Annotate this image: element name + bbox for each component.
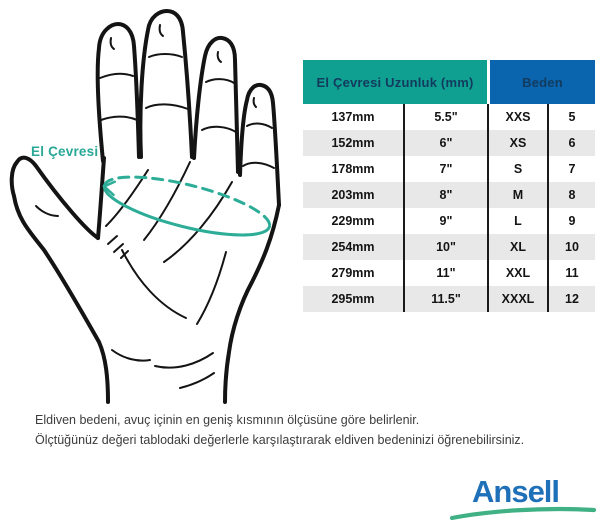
- cell-mm: 152mm: [303, 130, 405, 156]
- cell-size: XXXL: [489, 286, 549, 312]
- note-line-1: Eldiven bedeni, avuç içinin en geniş kıs…: [35, 413, 420, 427]
- cell-num: 11: [565, 266, 579, 280]
- cell-inch: 10": [405, 234, 489, 260]
- table-row: 229mm 9" L 9: [303, 208, 595, 234]
- measurement-ellipse: [102, 175, 272, 237]
- table-body: 137mm 5.5" XXS 5 152mm 6" XS 6 178mm 7" …: [303, 104, 595, 312]
- cell-size: XXS: [489, 104, 549, 130]
- cell-num: 7: [568, 162, 576, 176]
- cell-num: 9: [568, 214, 576, 228]
- cell-mm: 203mm: [303, 182, 405, 208]
- cell-num: 8: [568, 188, 576, 202]
- header-cell-circumference: El Çevresi Uzunluk (mm): [303, 60, 487, 104]
- notes: Eldiven bedeni, avuç içinin en geniş kıs…: [35, 411, 575, 450]
- cell-inch: 11.5": [405, 286, 489, 312]
- table-header-row: El Çevresi Uzunluk (mm) Beden: [303, 60, 595, 104]
- cell-size: XL: [489, 234, 549, 260]
- cell-mm: 295mm: [303, 286, 405, 312]
- hand-line-art: [9, 9, 281, 404]
- ansell-logo-swoosh: [449, 506, 597, 521]
- table-row: 178mm 7" S 7: [303, 156, 595, 182]
- cell-num: 10: [565, 240, 579, 254]
- note-line-2: Ölçtüğünüz değeri tablodaki değerlerle k…: [35, 432, 525, 447]
- cell-num: 12: [565, 292, 579, 306]
- cell-inch: 11": [405, 260, 489, 286]
- cell-mm: 137mm: [303, 104, 405, 130]
- cell-inch: 6": [405, 130, 489, 156]
- table-row: 254mm 10" XL 10: [303, 234, 595, 260]
- size-table: El Çevresi Uzunluk (mm) Beden 137mm 5.5"…: [303, 60, 595, 312]
- table-row: 203mm 8" M 8: [303, 182, 595, 208]
- table-row: 279mm 11" XXL 11: [303, 260, 595, 286]
- cell-inch: 5.5": [405, 104, 489, 130]
- cell-inch: 9": [405, 208, 489, 234]
- cell-mm: 229mm: [303, 208, 405, 234]
- ansell-logo: Ansell: [448, 472, 598, 522]
- cell-mm: 178mm: [303, 156, 405, 182]
- cell-size: M: [489, 182, 549, 208]
- hand-circumference-label: El Çevresi: [31, 144, 99, 159]
- cell-mm: 279mm: [303, 260, 405, 286]
- header-cell-size: Beden: [490, 60, 595, 104]
- header-gap: [487, 60, 490, 104]
- cell-size: L: [489, 208, 549, 234]
- table-row: 152mm 6" XS 6: [303, 130, 595, 156]
- cell-mm: 254mm: [303, 234, 405, 260]
- cell-size: XS: [489, 130, 549, 156]
- cell-num: 6: [568, 136, 576, 150]
- table-row: 137mm 5.5" XXS 5: [303, 104, 595, 130]
- table-row: 295mm 11.5" XXXL 12: [303, 286, 595, 312]
- cell-size: S: [489, 156, 549, 182]
- ansell-logo-text: Ansell: [472, 474, 560, 509]
- hand-illustration: [9, 9, 281, 404]
- cell-num: 5: [568, 110, 576, 124]
- cell-size: XXL: [489, 260, 549, 286]
- cell-inch: 8": [405, 182, 489, 208]
- cell-inch: 7": [405, 156, 489, 182]
